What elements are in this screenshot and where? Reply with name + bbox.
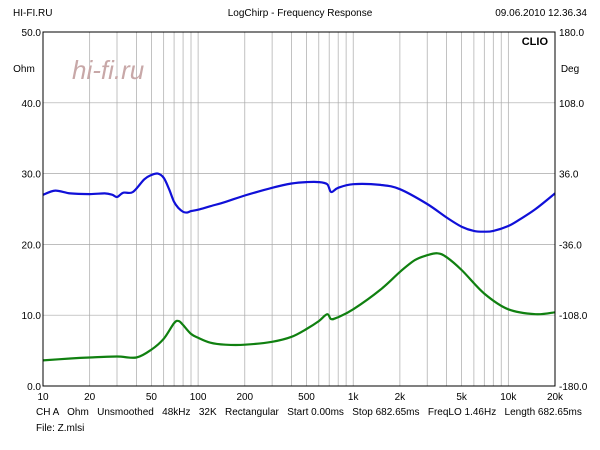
grid [43,32,555,386]
y2-tick-label: -36.0 [559,240,582,251]
magnitude-series-line [42,172,556,233]
x-tick-label: 2k [395,392,407,403]
y-tick-label: 10.0 [22,311,42,322]
header-datetime: 09.06.2010 12.36.34 [495,8,587,19]
watermark: hi-fi.ru [72,55,144,85]
y2-tick-label: -180.0 [559,382,588,393]
x-tick-label: 100 [190,392,207,403]
x-tick-label: 1k [348,392,360,403]
plot-frame [42,31,556,387]
y-tick-label: 50.0 [22,28,42,39]
y2-tick-label: 180.0 [559,28,584,39]
header-left: HI-FI.RU [13,8,53,19]
axis-labels: 10 20 50 100 200 500 1k 2k 5k 10k 20k 0.0 10.0 20.0 30… [22,28,588,403]
y-tick-label: 40.0 [22,99,42,110]
y-tick-label: 30.0 [22,170,42,181]
chart-title: LogChirp - Frequency Response [227,8,373,19]
brand-label: CLIO [522,36,549,48]
y-tick-label: 0.0 [27,382,41,393]
x-tick-label: 5k [456,392,468,403]
footer-file: File: Z.mlsi [36,423,85,434]
footer-settings: CH A Ohm Unsmoothed 48kHz 32K Rectangula… [36,407,582,418]
x-tick-label: 200 [236,392,253,403]
x-tick-label: 10 [37,392,49,403]
y2-tick-label: -108.0 [559,311,588,322]
x-tick-label: 50 [146,392,158,403]
x-tick-label: 10k [500,392,517,403]
x-tick-label: 20k [547,392,564,403]
x-tick-label: 20 [84,392,96,403]
phase-series-line [42,252,556,362]
y-tick-label: 20.0 [22,240,42,251]
y-axis-label: Ohm [13,64,35,75]
y2-tick-label: 108.0 [559,99,584,110]
y2-axis-label: Deg [561,64,579,75]
y2-tick-label: 36.0 [559,170,579,181]
x-tick-label: 500 [298,392,315,403]
